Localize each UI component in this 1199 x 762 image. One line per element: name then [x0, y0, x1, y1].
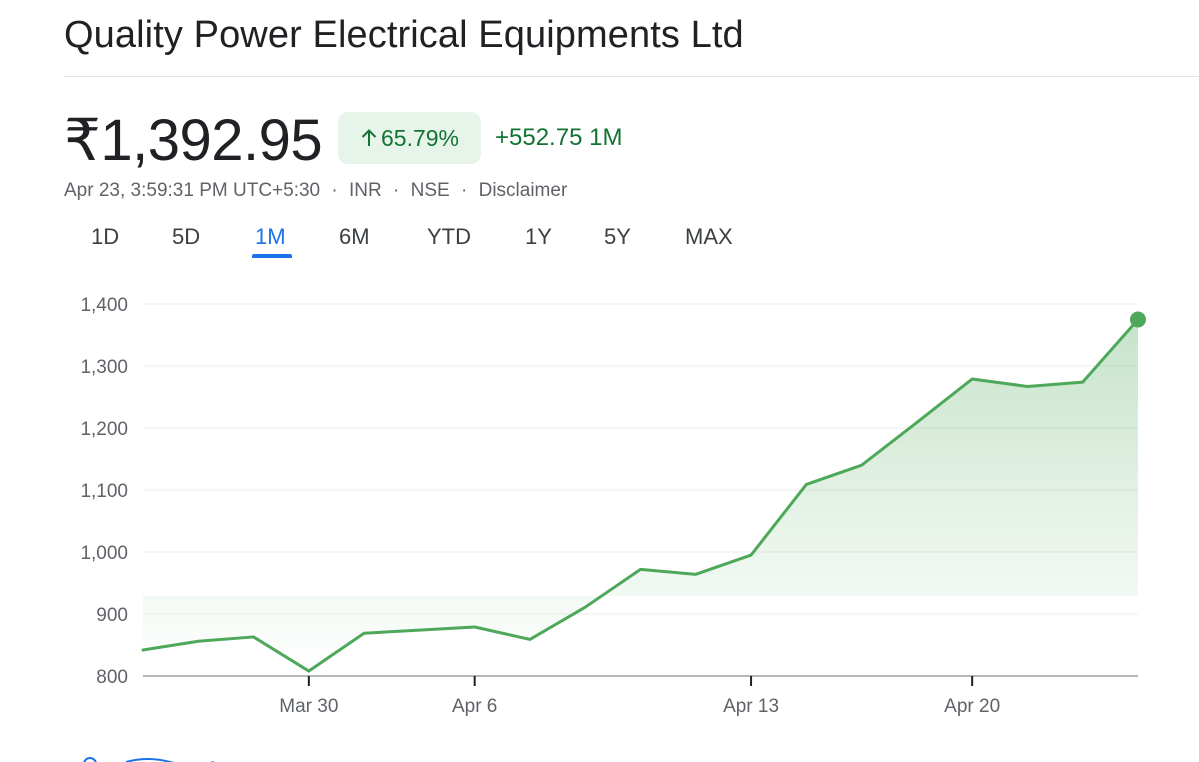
quote-currency: INR — [349, 180, 382, 201]
data-point — [307, 669, 311, 673]
last-price-dot — [1130, 311, 1146, 328]
percent-change-value: 65.79% — [380, 124, 459, 151]
data-point — [252, 635, 256, 639]
data-point — [694, 572, 698, 576]
tab-1m[interactable]: 1M — [255, 224, 286, 249]
data-point — [528, 637, 532, 641]
y-tick-label: 800 — [96, 667, 128, 688]
data-point — [1081, 380, 1085, 384]
meta-separator: · — [393, 180, 400, 201]
y-tick-label: 1,100 — [80, 481, 128, 502]
data-point — [804, 482, 808, 486]
absolute-change: +552.75 1M — [495, 124, 623, 151]
data-point — [362, 631, 366, 635]
tab-6m[interactable]: 6M — [339, 224, 370, 249]
y-tick-label: 1,200 — [80, 419, 128, 440]
meta-separator: · — [461, 180, 468, 201]
quote-meta: Apr 23, 3:59:31 PM UTC+5:30 · INR · NSE … — [64, 180, 567, 202]
data-point — [1025, 384, 1029, 388]
arrow-up-icon — [361, 129, 377, 146]
tab-max[interactable]: MAX — [685, 224, 733, 249]
header-divider — [64, 76, 1199, 77]
data-point — [583, 605, 587, 609]
tab-5d[interactable]: 5D — [172, 224, 201, 249]
x-tick-label: Mar 30 — [279, 696, 338, 717]
meta-separator: · — [331, 180, 338, 201]
tab-5y[interactable]: 5Y — [604, 224, 631, 249]
data-point — [141, 648, 145, 652]
x-tick-label: Apr 20 — [944, 696, 1000, 717]
y-tick-label: 1,000 — [80, 543, 128, 564]
tab-1y[interactable]: 1Y — [525, 224, 552, 249]
active-tab-indicator — [252, 254, 292, 258]
y-tick-label: 1,400 — [80, 295, 128, 316]
series-line — [141, 318, 1140, 673]
percent-change-badge: 65.79% — [338, 112, 481, 164]
y-tick-label: 1,300 — [80, 357, 128, 378]
x-tick-label: Apr 6 — [452, 696, 497, 717]
data-point — [473, 625, 477, 629]
tab-1d[interactable]: 1D — [91, 224, 120, 249]
x-tick-label: Apr 13 — [723, 696, 779, 717]
y-tick-label: 900 — [96, 605, 128, 626]
disclaimer-link[interactable]: Disclaimer — [478, 180, 568, 201]
tab-ytd[interactable]: YTD — [427, 224, 471, 249]
data-point — [749, 553, 753, 557]
partial-link-icon — [83, 757, 214, 762]
data-point — [860, 463, 864, 467]
data-point — [915, 420, 919, 424]
quote-exchange: NSE — [410, 180, 450, 201]
data-point — [196, 639, 200, 643]
current-price: ₹1,392.95 — [64, 108, 323, 173]
area-fill — [143, 319, 1138, 672]
quote-timestamp: Apr 23, 3:59:31 PM UTC+5:30 — [64, 180, 321, 201]
data-point — [417, 628, 421, 632]
page-title: Quality Power Electrical Equipments Ltd — [64, 14, 744, 56]
data-point — [639, 567, 643, 571]
price-chart[interactable]: 800 900 1,000 1,100 1,200 1,300 1,400 Mar 30 Apr… — [0, 280, 1199, 730]
data-point — [970, 377, 974, 381]
